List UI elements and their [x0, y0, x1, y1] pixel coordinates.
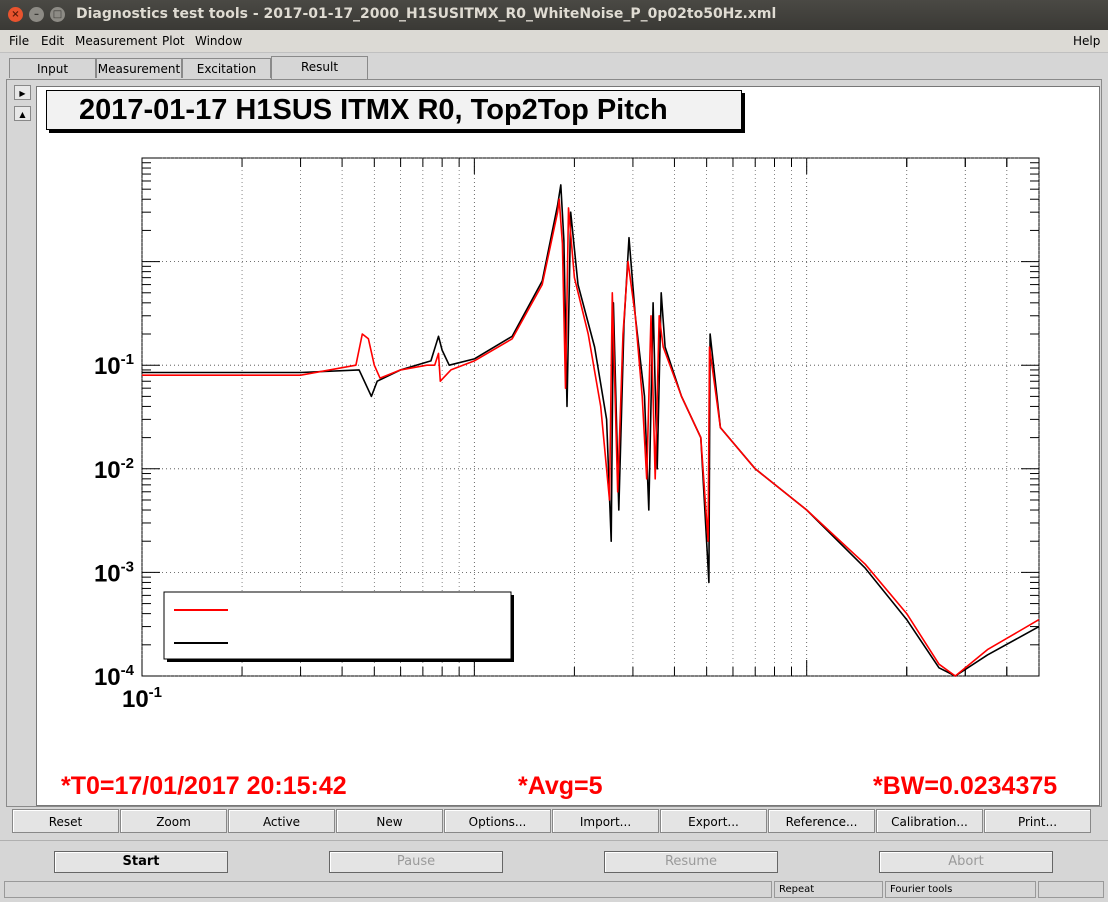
active-button[interactable]: Active	[228, 809, 335, 833]
status-field-main	[4, 881, 772, 898]
menu-measurement[interactable]: Measurement	[75, 34, 158, 48]
reference-button[interactable]: Reference...	[768, 809, 875, 833]
window-title: Diagnostics test tools - 2017-01-17_2000…	[76, 6, 777, 22]
result-panel	[6, 79, 1102, 807]
export-button[interactable]: Export...	[660, 809, 767, 833]
status-field-extra	[1038, 881, 1104, 898]
maximize-window-button[interactable]: □	[50, 7, 65, 22]
minimize-window-button[interactable]: –	[29, 7, 44, 22]
menu-file[interactable]: File	[9, 34, 30, 48]
tab-measurement[interactable]: Measurement	[96, 58, 182, 78]
graph-title: 2017-01-17 H1SUS ITMX R0, Top2Top Pitch	[46, 90, 742, 130]
menu-bar: File Edit Measurement Plot Window Help	[0, 30, 1108, 53]
calibration-button[interactable]: Calibration...	[876, 809, 983, 833]
start-button[interactable]: Start	[54, 851, 228, 873]
y-tick-label: 10-3	[94, 558, 134, 587]
import-button[interactable]: Import...	[552, 809, 659, 833]
zoom-button[interactable]: Zoom	[120, 809, 227, 833]
menu-window[interactable]: Window	[195, 34, 243, 48]
pad-down-button[interactable]: ▲	[14, 106, 31, 121]
new-button[interactable]: New	[336, 809, 443, 833]
resume-button[interactable]: Resume	[604, 851, 778, 873]
avg-status: *Avg=5	[518, 772, 603, 800]
print-button[interactable]: Print...	[984, 809, 1091, 833]
x-tick-label: 10-1	[122, 684, 162, 713]
menu-help[interactable]: Help	[1073, 34, 1101, 48]
series-line-0	[142, 198, 1040, 677]
abort-button[interactable]: Abort	[879, 851, 1053, 873]
tab-result[interactable]: Result	[271, 56, 368, 80]
y-tick-label: 10-1	[94, 351, 134, 380]
bw-status: *BW=0.0234375	[873, 772, 1058, 800]
y-tick-label: 10-2	[94, 455, 134, 484]
tab-input[interactable]: Input	[9, 58, 96, 78]
status-field-tools: Fourier tools	[885, 881, 1036, 898]
menu-plot[interactable]: Plot	[162, 34, 185, 48]
reset-button[interactable]: Reset	[12, 809, 119, 833]
legend-box	[163, 591, 512, 660]
pause-button[interactable]: Pause	[329, 851, 503, 873]
options-button[interactable]: Options...	[444, 809, 551, 833]
menu-edit[interactable]: Edit	[41, 34, 65, 48]
pad-up-button[interactable]: ▶	[14, 85, 31, 100]
tab-excitation[interactable]: Excitation	[182, 58, 271, 78]
plot-frame	[141, 157, 1040, 677]
status-field-repeat: Repeat	[774, 881, 883, 898]
y-tick-label: 10-4	[94, 662, 135, 691]
magnitude-chart[interactable]: 10-110-410-310-210-1	[36, 86, 1098, 806]
close-window-button[interactable]: ×	[8, 7, 23, 22]
t0-status: *T0=17/01/2017 20:15:42	[61, 772, 347, 800]
divider	[0, 840, 1108, 841]
window-titlebar: × – □ Diagnostics test tools - 2017-01-1…	[0, 0, 1108, 30]
